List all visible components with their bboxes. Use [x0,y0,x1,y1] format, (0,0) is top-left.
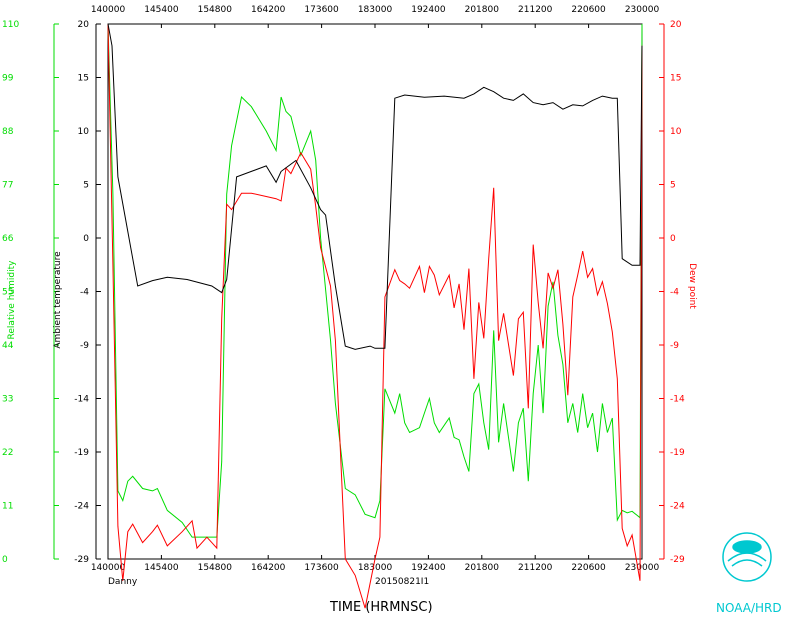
dp-tick-label: -24 [670,502,685,512]
temp-tick-label: -24 [74,502,89,512]
x-tick-label-top: 192400 [411,5,446,15]
storm-name: Danny [108,577,138,587]
x-tick-label-top: 140000 [91,5,126,15]
x-tick-label-top: 220600 [571,5,606,15]
x-tick-label-bottom: 230000 [625,563,660,573]
x-tick-label-top: 211200 [518,5,553,15]
x-tick-label-top: 201800 [465,5,500,15]
x-tick-label-bottom: 211200 [518,563,553,573]
series-group [107,23,643,609]
dp-tick-label: 5 [670,181,676,191]
temp-tick-label: 0 [83,234,89,244]
dp-tick-label: -29 [670,555,685,565]
noaa-logo [722,532,772,582]
rh-tick-label: 66 [2,234,14,244]
rh-tick-label: 55 [2,288,13,298]
x-tick-label-top: 154800 [198,5,233,15]
x-tick-label-bottom: 140000 [91,563,126,573]
rh-tick-label: 33 [2,395,13,405]
rh-tick-label: 110 [2,20,19,30]
x-tick-label-top: 230000 [625,5,660,15]
x-tick-label-bottom: 154800 [198,563,233,573]
plot-frame [107,23,643,560]
dp-tick-label: -9 [670,341,679,351]
dp-tick-label: -4 [670,288,679,298]
rh-tick-label: 44 [2,341,14,351]
y-rh-label: Relative humidity [7,260,17,340]
temp-tick-label: 20 [78,20,90,30]
temp-tick-label: 5 [83,181,89,191]
rh-tick-label: 99 [2,74,14,84]
rh-tick-label: 22 [2,448,13,458]
x-tick-label-top: 183000 [358,5,393,15]
x-axis-label: TIME (HRMNSC) [329,600,433,615]
dp-tick-label: -14 [670,395,685,405]
temp-tick-label: -9 [80,341,89,351]
x-tick-label-top: 164200 [251,5,286,15]
series-line-dew-point [107,23,643,609]
x-tick-label-bottom: 183000 [358,563,393,573]
dp-tick-label: 15 [670,74,681,84]
dp-tick-label: 0 [670,234,676,244]
y-dp-label: Dew point [687,263,697,309]
x-tick-label-top: 173600 [304,5,339,15]
x-tick-label-bottom: 164200 [251,563,286,573]
rh-tick-label: 77 [2,181,13,191]
x-tick-label-bottom: 220600 [571,563,606,573]
x-tick-label-bottom: 192400 [411,563,446,573]
x-tick-label-bottom: 145400 [144,563,179,573]
temp-tick-label: -14 [74,395,89,405]
series-line-relative-humidity [107,23,643,538]
rh-tick-label: 0 [2,555,8,565]
temp-tick-label: -29 [74,555,89,565]
x-tick-label-bottom: 173600 [304,563,339,573]
x-tick-label-top: 145400 [144,5,179,15]
y-temp-label: Ambient temperature [53,251,63,349]
rh-tick-label: 11 [2,502,13,512]
dp-tick-label: -19 [670,448,685,458]
rh-tick-label: 88 [2,127,14,137]
temp-tick-label: -4 [80,288,89,298]
temp-tick-label: 10 [78,127,90,137]
date-label: 20150821I1 [375,577,429,587]
dp-tick-label: 10 [670,127,682,137]
temp-tick-label: -19 [74,448,89,458]
x-tick-label-bottom: 201800 [465,563,500,573]
series-line-ambient-temperature [107,23,643,350]
credit: NOAA/HRD [716,601,782,615]
temp-tick-label: 15 [78,74,89,84]
dp-tick-label: 20 [670,20,682,30]
